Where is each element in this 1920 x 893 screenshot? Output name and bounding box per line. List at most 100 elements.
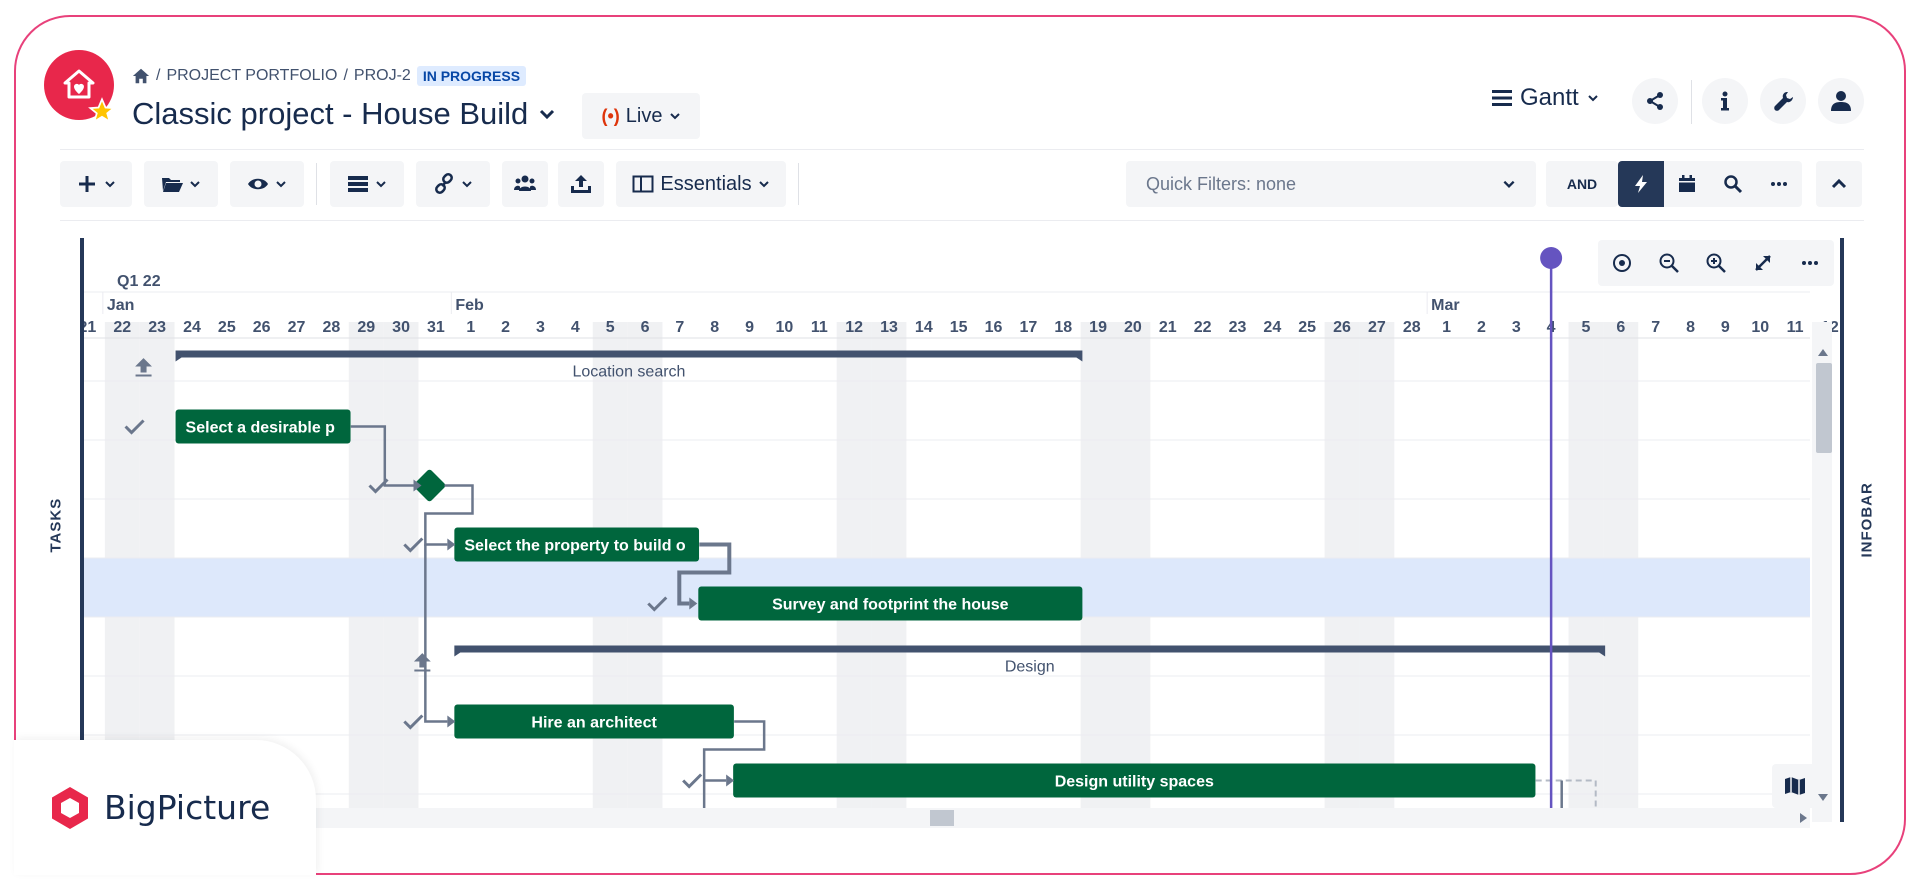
settings-button[interactable] [1760,78,1806,124]
gantt-chart[interactable]: Q1 22JanFebMar21222324252627282930311234… [84,238,1840,828]
arrowhead [689,597,698,610]
bigpicture-logo-icon [52,786,88,829]
infobar-panel-edge[interactable] [1840,238,1844,822]
chevron-down-icon [190,181,200,188]
zoom-in-button[interactable] [1692,240,1739,286]
more-horizontal-icon [1771,182,1787,186]
layout-button[interactable] [330,161,404,207]
chevron-down-icon [540,109,555,120]
brand-card: BigPicture [14,740,316,875]
day-label: 28 [1403,319,1421,336]
more-options-button[interactable] [1756,161,1802,207]
group-bar[interactable] [454,645,1606,657]
minimap-button[interactable] [1772,764,1818,808]
day-label: 24 [183,319,201,336]
arrowhead [447,715,456,728]
share-button[interactable] [1632,78,1678,124]
scroll-right-arrow[interactable] [1800,813,1807,823]
header-divider-line [60,149,1864,150]
gantt-timeline[interactable]: Q1 22JanFebMar21222324252627282930311234… [84,238,1840,828]
chevron-down-icon [462,181,472,188]
day-label: 8 [1686,319,1695,336]
user-button[interactable] [1818,78,1864,124]
month-label: Mar [1431,297,1459,314]
task-bar[interactable] [454,527,700,562]
task-label: Design utility spaces [1055,774,1214,791]
task-bar[interactable] [454,704,734,739]
visibility-button[interactable] [230,161,304,207]
add-button[interactable] [60,161,132,207]
horizontal-scrollbar-thumb[interactable] [930,810,954,826]
day-label: 5 [606,319,615,336]
export-button[interactable] [558,161,604,207]
essentials-button[interactable]: Essentials [616,161,786,207]
share-icon [1647,92,1663,110]
view-selector[interactable]: Gantt [1492,84,1599,112]
chevron-down-icon [105,181,115,188]
dependency-arrow [350,425,414,487]
day-label: 1 [466,319,475,336]
dependency-arrow [677,542,732,606]
toolbar-divider [798,163,799,205]
toolbar-divider-line [60,220,1864,221]
task-bar[interactable] [175,409,351,444]
tasks-panel-label[interactable]: TASKS [47,497,65,553]
zoom-out-button[interactable] [1645,240,1692,286]
dependency-arrow [702,720,766,782]
resources-button[interactable] [502,161,548,207]
today-marker[interactable] [1540,247,1563,269]
calendar-button[interactable] [1664,161,1710,207]
upload-tray-icon [571,175,591,193]
tasks-panel-edge[interactable] [80,238,84,822]
day-label: 11 [1787,319,1804,336]
home-icon[interactable] [132,67,150,85]
breadcrumb-portfolio-link[interactable]: PROJECT PORTFOLIO [166,67,338,84]
day-label: 28 [322,319,340,336]
task-bar[interactable] [698,586,1083,621]
collapse-header-button[interactable] [1816,161,1862,207]
expand-icon [1754,255,1771,271]
target-icon [1612,254,1631,272]
search-icon [1724,175,1743,194]
breadcrumb: / PROJECT PORTFOLIO / PROJ-2 IN PROGRESS [132,66,527,86]
dependency-link-button[interactable] [416,161,490,207]
breadcrumb-project-key[interactable]: PROJ-2 [353,67,411,84]
scroll-up-arrow[interactable] [1818,349,1828,356]
dependency-arrow [424,484,474,546]
day-label: 6 [641,319,650,336]
open-folder-button[interactable] [144,161,218,207]
task-label: Hire an architect [531,715,657,732]
filter-and-toggle[interactable]: AND [1546,161,1618,207]
milestone-diamond[interactable] [413,469,447,503]
day-label: 21 [1159,319,1177,336]
day-label: 15 [950,319,968,336]
day-label: 27 [1368,319,1386,336]
search-button[interactable] [1710,161,1756,207]
fit-to-screen-button[interactable] [1739,240,1786,286]
day-label: 21 [84,319,96,336]
scroll-down-arrow[interactable] [1818,794,1828,801]
day-label: 23 [148,319,166,336]
month-label: Jan [107,297,135,314]
auto-schedule-button[interactable] [1618,161,1664,207]
center-today-button[interactable] [1598,240,1645,286]
day-label: 9 [745,319,754,336]
month-label: Feb [455,297,484,314]
task-bar[interactable] [733,763,1536,798]
chevron-down-icon [669,113,680,120]
info-button[interactable] [1702,78,1748,124]
vertical-scrollbar-thumb[interactable] [1816,363,1832,453]
day-label: 20 [1124,319,1142,336]
live-mode-button[interactable]: (•) Live [582,93,700,139]
day-label: 3 [536,319,545,336]
page-title[interactable]: Classic project - House Build [132,96,556,132]
group-label: Location search [572,364,685,381]
infobar-panel-label[interactable]: INFOBAR [1858,482,1876,558]
group-bar[interactable] [175,350,1083,362]
timeline-more-button[interactable] [1786,240,1833,286]
list-layout-icon [348,176,368,192]
live-broadcast-icon: (•) [601,105,620,126]
quick-filters-select[interactable]: Quick Filters: none [1126,161,1536,207]
star-icon[interactable] [88,97,116,125]
day-label: 31 [427,319,445,336]
